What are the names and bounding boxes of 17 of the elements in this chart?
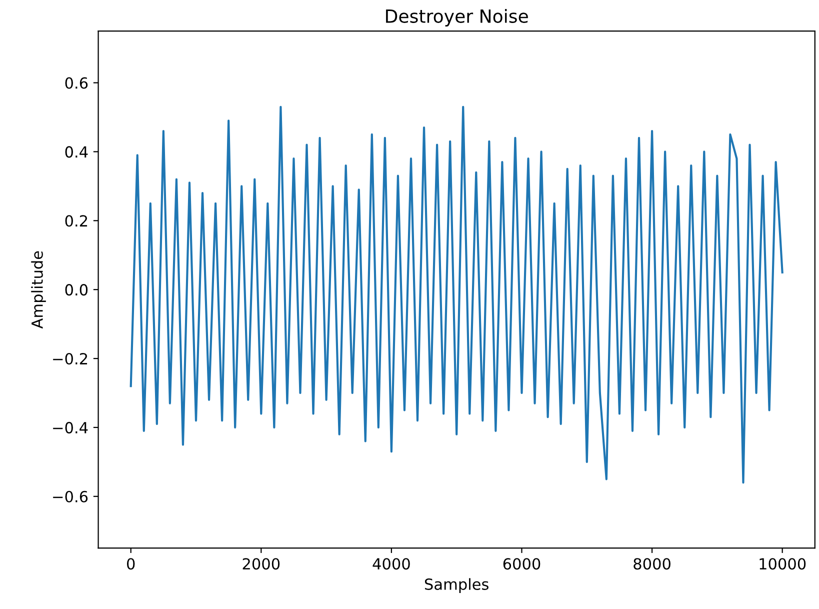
x-tick-label: 4000 [372,558,410,570]
line-series [130,106,784,484]
y-axis-title: Amplitude [31,251,46,329]
y-tick-label: 0.4 [65,146,88,158]
x-tick-label: 8000 [634,558,670,570]
x-tick-label: 0 [127,558,135,570]
x-axis-title: Samples [424,578,488,593]
x-tick-label: 6000 [503,558,540,570]
chart-title: Destroyer Noise [386,9,528,26]
x-tick-label: 10000 [760,558,806,570]
y-tick-label: 0.2 [65,215,88,227]
y-tick-label: −0.2 [53,352,88,365]
x-tick-label: 2000 [242,558,280,570]
y-tick-label: −0.6 [53,490,88,502]
y-tick-label: 0.0 [65,284,88,296]
y-tick-label: −0.4 [53,422,88,434]
y-tick-label: 0.6 [65,77,88,89]
